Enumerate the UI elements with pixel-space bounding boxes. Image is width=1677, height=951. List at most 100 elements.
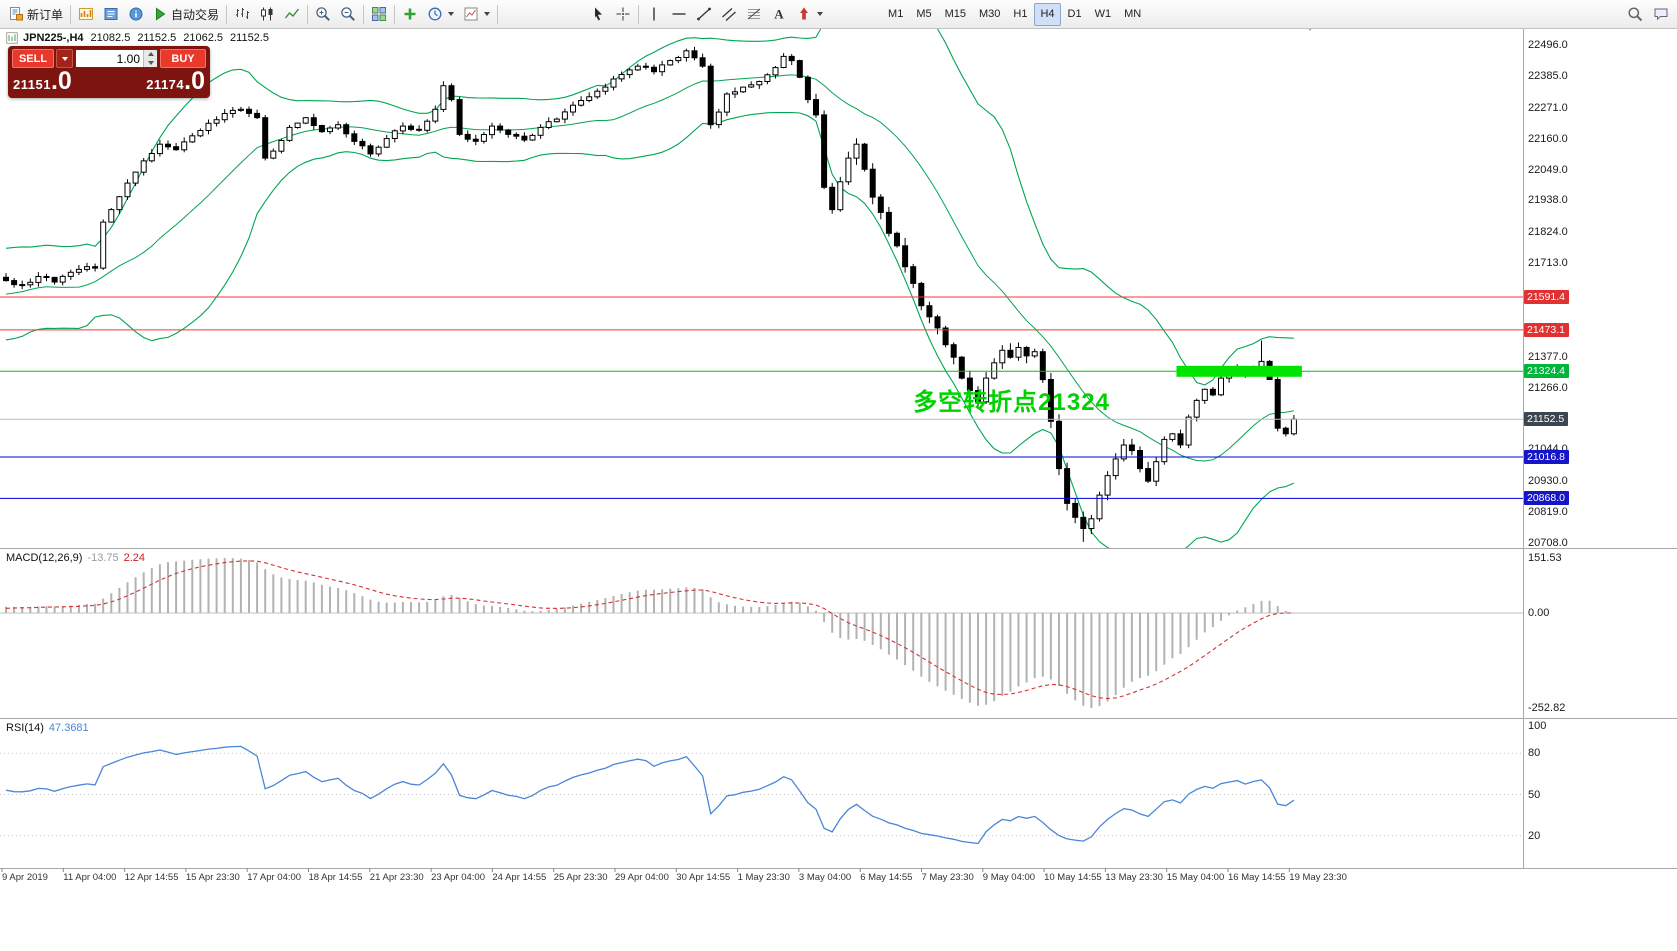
- zoom-out-button[interactable]: [336, 3, 360, 26]
- macd-value-signal: 2.24: [123, 552, 146, 564]
- timeframe-m5-button[interactable]: M5: [910, 3, 937, 26]
- ohlc-open: 21082.5: [90, 32, 131, 44]
- data-window-icon: [128, 6, 144, 22]
- crosshair-button[interactable]: [611, 3, 635, 26]
- sell-button[interactable]: SELL: [12, 49, 54, 68]
- profiles-button[interactable]: [99, 3, 123, 26]
- one-click-trading-panel: SELL BUY 21151.0 21174.0: [8, 46, 210, 98]
- macd-signal-line: [5, 560, 1294, 700]
- toolbar-group-windows: [367, 3, 391, 26]
- toolbar-group-chart-tools: [398, 3, 494, 26]
- ohlc-high: 21152.5: [137, 32, 177, 44]
- indicators-button[interactable]: [398, 3, 422, 26]
- macd-header: MACD(12,26,9) -13.75 2.24: [6, 552, 145, 564]
- vertical-line-icon: [646, 6, 662, 22]
- templates-icon: [463, 6, 479, 22]
- ohlc-low: 21062.5: [183, 32, 224, 44]
- toolbar-separator: [394, 4, 396, 24]
- community-button[interactable]: [1649, 3, 1673, 26]
- macd-label: MACD(12,26,9): [6, 552, 83, 564]
- trend-line-button[interactable]: [692, 3, 716, 26]
- equidistant-channel-button[interactable]: [717, 3, 741, 26]
- candlesticks: [3, 46, 1297, 542]
- candlestick-chart-button[interactable]: [255, 3, 279, 26]
- timeframe-d1-button[interactable]: D1: [1062, 3, 1088, 26]
- cursor-button[interactable]: [586, 3, 610, 26]
- vertical-line-button[interactable]: [642, 3, 666, 26]
- indicators-icon: [402, 6, 418, 22]
- text-icon: A: [771, 6, 787, 22]
- line-chart-button[interactable]: [280, 3, 304, 26]
- bar-chart-icon: [234, 6, 250, 22]
- volume-increase-button[interactable]: [144, 50, 157, 59]
- dropdown-caret-icon: [448, 12, 455, 16]
- autotrading-button[interactable]: 自动交易: [148, 3, 223, 26]
- dropdown-caret-icon: [61, 56, 68, 61]
- bollinger-middle-band: [5, 74, 1294, 462]
- arrows-icon: [796, 6, 812, 22]
- bollinger-lower-band: [5, 111, 1295, 548]
- main-toolbar: 新订单 自动交易 A M1 M5 M15 M30 H1 H4 D1 W1 MN: [0, 0, 1677, 29]
- zoom-in-icon: [315, 6, 331, 22]
- dropdown-caret-icon: [817, 12, 824, 16]
- text-button[interactable]: A: [767, 3, 791, 26]
- toolbar-separator: [307, 4, 309, 24]
- support-highlight-rect[interactable]: [1176, 365, 1302, 377]
- macd-value-main: -13.75: [87, 552, 119, 564]
- volume-decrease-button[interactable]: [144, 58, 157, 67]
- new-chart-button[interactable]: [74, 3, 98, 26]
- periods-button[interactable]: [423, 3, 458, 26]
- buy-button[interactable]: BUY: [160, 49, 206, 68]
- main-plot: [0, 29, 1523, 548]
- toolbar-separator: [638, 4, 640, 24]
- timeframe-m1-button[interactable]: M1: [882, 3, 909, 26]
- timeframe-mn-button[interactable]: MN: [1118, 3, 1147, 26]
- equidistant-channel-icon: [721, 6, 737, 22]
- dropdown-caret-icon: [484, 12, 491, 16]
- autotrading-icon: [152, 6, 168, 22]
- chart-shift-marker[interactable]: [1306, 25, 1314, 49]
- templates-button[interactable]: [459, 3, 494, 26]
- timeframe-h4-button[interactable]: H4: [1034, 2, 1061, 26]
- buy-price-display: 21174.0: [146, 67, 205, 95]
- toolbar-group-right: [1623, 3, 1673, 26]
- trade-options-button[interactable]: [56, 49, 73, 68]
- toolbar-separator: [70, 4, 72, 24]
- horizontal-line-button[interactable]: [667, 3, 691, 26]
- arrows-button[interactable]: [792, 3, 827, 26]
- up-arrow-icon: [147, 52, 154, 57]
- search-button[interactable]: [1623, 3, 1647, 26]
- zoom-in-button[interactable]: [311, 3, 335, 26]
- community-icon: [1653, 6, 1669, 22]
- candlestick-chart-icon: [259, 6, 275, 22]
- down-arrow-icon: [147, 60, 154, 65]
- toolbar-group-chart-types: [230, 3, 304, 26]
- autotrading-label: 自动交易: [171, 7, 220, 22]
- macd-histogram: [5, 558, 1295, 708]
- symbol-period: JPN225-,H4: [23, 32, 84, 44]
- data-window-button[interactable]: [124, 3, 148, 26]
- fibonacci-icon: [746, 6, 762, 22]
- new-chart-icon: [78, 6, 94, 22]
- horizontal-line-icon: [671, 6, 687, 22]
- timeframe-m30-button[interactable]: M30: [973, 3, 1006, 26]
- timeframe-h1-button[interactable]: H1: [1007, 3, 1033, 26]
- bollinger-upper-band: [5, 29, 1294, 386]
- chart-annotation-text[interactable]: 多空转折点21324: [913, 389, 1110, 417]
- toolbar-group-zoom: [311, 3, 360, 26]
- zoom-out-icon: [340, 6, 356, 22]
- chart-icon: [6, 32, 18, 44]
- volume-box: [75, 49, 158, 68]
- volume-spinner: [143, 50, 157, 67]
- bar-chart-button[interactable]: [230, 3, 254, 26]
- fibonacci-button[interactable]: [742, 3, 766, 26]
- toolbar-separator: [363, 4, 365, 24]
- new-order-button[interactable]: 新订单: [4, 3, 67, 26]
- periods-icon: [427, 6, 443, 22]
- volume-input[interactable]: [76, 50, 143, 67]
- rsi-label: RSI(14): [6, 722, 44, 734]
- timeframe-m15-button[interactable]: M15: [939, 3, 972, 26]
- tile-windows-button[interactable]: [367, 3, 391, 26]
- timeframe-w1-button[interactable]: W1: [1089, 3, 1118, 26]
